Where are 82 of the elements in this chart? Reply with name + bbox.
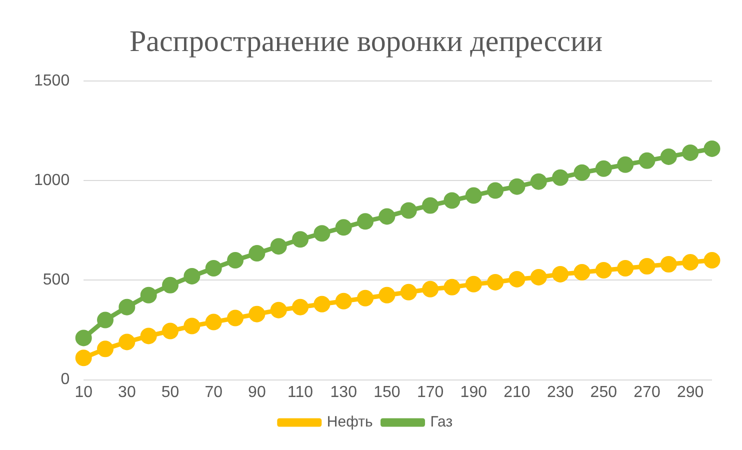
y-tick-label: 1500 xyxy=(34,72,70,90)
x-tick-label: 70 xyxy=(204,384,223,401)
point xyxy=(465,187,482,204)
x-tick-label: 250 xyxy=(590,384,618,401)
point xyxy=(465,276,482,292)
x-tick-label: 10 xyxy=(74,384,93,401)
point xyxy=(574,264,590,280)
x-tick-label: 270 xyxy=(634,384,660,401)
point xyxy=(378,286,396,304)
point xyxy=(162,276,179,294)
point xyxy=(227,310,244,326)
x-tick-label: 30 xyxy=(118,384,136,401)
point xyxy=(530,173,547,190)
point xyxy=(422,197,439,214)
point xyxy=(638,258,656,275)
point xyxy=(314,296,330,312)
legend-label: Газ xyxy=(430,414,453,431)
point xyxy=(335,219,352,236)
point xyxy=(184,268,200,284)
y-tick-label: 0 xyxy=(60,371,70,388)
point xyxy=(140,286,157,304)
point xyxy=(595,160,612,177)
point xyxy=(292,231,309,248)
y-tick-label: 1000 xyxy=(34,172,70,190)
point xyxy=(292,298,309,316)
point xyxy=(270,238,287,255)
point xyxy=(682,144,699,161)
x-tick-label: 170 xyxy=(416,384,444,401)
point xyxy=(184,318,200,334)
point xyxy=(508,178,526,195)
point xyxy=(400,284,417,300)
point xyxy=(508,270,526,288)
point xyxy=(118,334,136,350)
point xyxy=(335,292,352,310)
point xyxy=(118,298,136,316)
point xyxy=(75,350,92,366)
point xyxy=(660,148,677,165)
point xyxy=(75,330,92,346)
x-tick-label: 50 xyxy=(161,384,180,401)
point xyxy=(660,256,677,273)
point xyxy=(595,262,612,278)
point xyxy=(162,322,179,340)
point xyxy=(552,266,569,282)
chart-title: Распространение воронки депрессии xyxy=(129,24,603,58)
x-tick-label: 150 xyxy=(374,384,400,401)
x-tick-label: 210 xyxy=(504,384,530,401)
point xyxy=(487,182,504,199)
point xyxy=(227,252,244,269)
point xyxy=(704,252,720,269)
x-tick-label: 130 xyxy=(330,384,358,401)
x-tick-label: 90 xyxy=(248,384,266,401)
point xyxy=(357,290,374,306)
point xyxy=(682,254,699,271)
legend-label: Нефть xyxy=(326,414,373,431)
point xyxy=(248,306,266,322)
point xyxy=(357,213,374,230)
point xyxy=(422,280,439,298)
point xyxy=(248,245,266,262)
point xyxy=(97,340,114,358)
point xyxy=(205,260,222,276)
x-tick-label: 190 xyxy=(460,384,488,401)
point xyxy=(617,260,634,276)
point xyxy=(530,268,547,286)
point xyxy=(314,225,330,242)
point xyxy=(140,328,157,344)
y-tick-label: 500 xyxy=(42,272,70,289)
point xyxy=(487,274,504,290)
point xyxy=(552,169,569,186)
point xyxy=(638,152,656,169)
point xyxy=(444,192,460,209)
point xyxy=(378,208,396,225)
point xyxy=(617,156,634,173)
x-tick-label: 290 xyxy=(676,384,704,401)
point xyxy=(704,140,720,157)
point xyxy=(444,278,460,296)
point xyxy=(574,164,590,181)
x-tick-label: 110 xyxy=(288,384,314,401)
point xyxy=(270,302,287,318)
x-tick-label: 230 xyxy=(546,384,574,401)
point xyxy=(205,314,222,330)
point xyxy=(400,202,417,219)
point xyxy=(97,312,114,328)
